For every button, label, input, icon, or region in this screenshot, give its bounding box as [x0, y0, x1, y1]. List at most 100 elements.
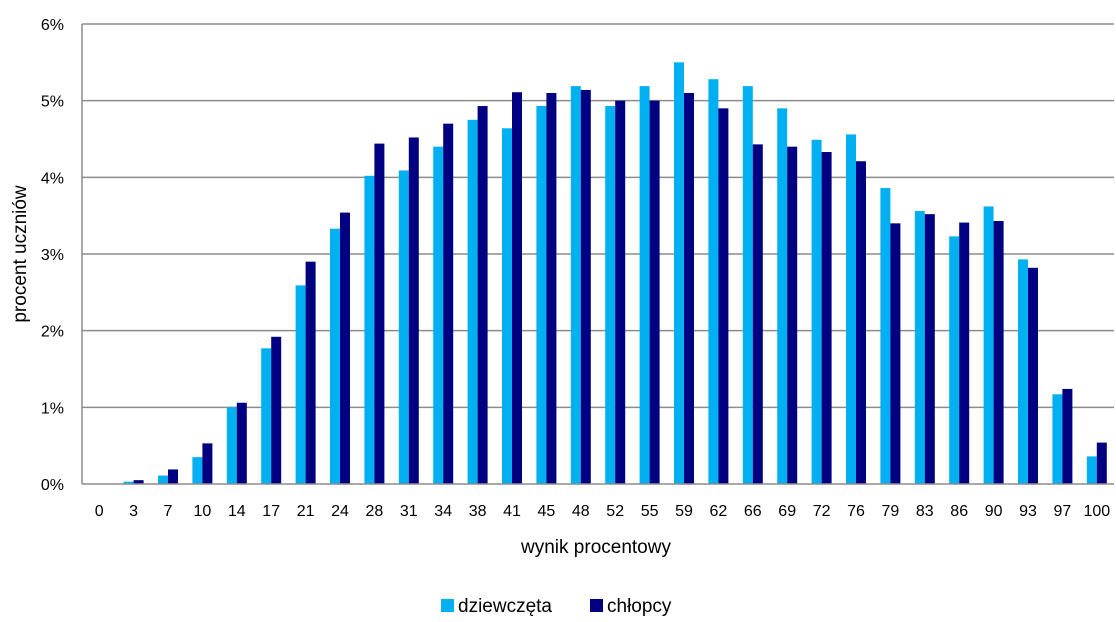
bars — [123, 62, 1107, 485]
x-tick-label: 28 — [366, 503, 384, 520]
x-tick-label: 41 — [503, 503, 521, 520]
x-tick-label: 97 — [1054, 503, 1072, 520]
x-tick-label: 86 — [950, 503, 968, 520]
bar-girls — [502, 128, 512, 484]
x-tick-label: 76 — [847, 503, 865, 520]
x-tick-label: 17 — [262, 503, 280, 520]
bar-girls — [364, 175, 375, 485]
bar-girls — [1052, 394, 1063, 484]
x-tick-label: 62 — [710, 503, 728, 520]
x-tick-label: 48 — [572, 503, 590, 520]
bar-girls — [949, 236, 960, 484]
x-tick-labels: 0 3 7 10 14 17 21 24 28 31 34 38 41 45 48 52 55 59 62 66 69 7… — [95, 503, 1110, 520]
bar-girls — [880, 188, 891, 485]
bar-girls — [398, 170, 409, 484]
y-tick-label: 4% — [41, 170, 64, 187]
x-tick-label: 0 — [95, 503, 104, 520]
x-tick-label: 79 — [882, 503, 900, 520]
bar-boys — [1096, 442, 1107, 484]
bar-boys — [615, 100, 626, 485]
x-tick-label: 93 — [1019, 503, 1037, 520]
legend: dziewczęta chłopcy — [441, 596, 672, 617]
y-tick-labels: 0% 1% 2% 3% 4% 5% 6% — [41, 17, 64, 494]
x-tick-label: 66 — [744, 503, 762, 520]
bar-boys — [890, 223, 901, 485]
bar-girls — [570, 86, 581, 484]
bar-boys — [408, 137, 419, 484]
bar-girls — [983, 206, 994, 484]
bar-boys — [821, 152, 832, 485]
legend-swatch-boys — [590, 599, 603, 612]
bar-girls — [708, 79, 719, 484]
x-tick-label: 24 — [331, 503, 349, 520]
x-tick-label: 31 — [400, 503, 418, 520]
bar-girls — [467, 119, 478, 484]
bar-boys — [271, 336, 282, 484]
x-tick-label: 34 — [434, 503, 452, 520]
bar-boys — [340, 212, 350, 484]
bar-boys — [443, 123, 454, 485]
bar-girls — [605, 106, 616, 485]
gridlines — [82, 23, 1114, 409]
bar-girls — [536, 106, 547, 485]
x-tick-label: 45 — [538, 503, 556, 520]
bar-boys — [649, 100, 660, 485]
bar-boys — [477, 106, 488, 485]
y-tick-label: 5% — [41, 94, 64, 111]
bar-girls — [777, 108, 788, 484]
y-tick-label: 2% — [41, 324, 64, 341]
x-tick-label: 100 — [1083, 503, 1110, 520]
bar-boys — [959, 222, 970, 485]
x-tick-label: 69 — [778, 503, 796, 520]
legend-label-boys: chłopcy — [607, 596, 672, 617]
y-tick-label: 0% — [41, 477, 64, 494]
bar-girls — [811, 139, 822, 484]
bar-boys — [924, 214, 935, 484]
bar-girls — [674, 62, 684, 484]
bar-girls — [433, 146, 444, 484]
bar-boys — [718, 108, 729, 484]
x-tick-label: 72 — [813, 503, 831, 520]
bar-girls — [295, 285, 306, 484]
bar-girls — [846, 134, 856, 484]
legend-swatch-girls — [441, 599, 454, 612]
bar-boys — [1028, 267, 1038, 484]
x-tick-label: 14 — [228, 503, 246, 520]
bar-boys — [787, 146, 798, 484]
bar-girls — [1018, 259, 1028, 484]
y-tick-label: 6% — [41, 17, 64, 34]
bar-boys — [512, 92, 522, 484]
axes — [81, 24, 1114, 485]
bar-boys — [236, 402, 247, 484]
bar-boys — [684, 93, 694, 484]
bar-girls — [123, 481, 134, 484]
x-tick-label: 38 — [469, 503, 487, 520]
bar-boys — [993, 221, 1004, 485]
bar-boys — [202, 443, 213, 484]
bar-girls — [639, 86, 650, 484]
x-tick-label: 55 — [641, 503, 659, 520]
y-axis-title: procent uczniów — [10, 185, 31, 323]
bar-boys — [133, 480, 144, 484]
bar-girls — [158, 475, 168, 484]
bar-boys — [374, 143, 385, 484]
bar-boys — [546, 93, 557, 484]
bar-boys — [305, 261, 316, 484]
x-tick-label: 3 — [129, 503, 138, 520]
x-tick-label: 10 — [194, 503, 212, 520]
bar-boys — [1062, 388, 1073, 484]
bar-boys — [856, 161, 866, 484]
x-tick-label: 52 — [606, 503, 624, 520]
x-tick-label: 59 — [675, 503, 693, 520]
bar-girls — [914, 211, 925, 485]
bar-girls — [192, 457, 203, 484]
x-tick-label: 21 — [297, 503, 315, 520]
x-axis-title: wynik procentowy — [520, 537, 671, 558]
x-tick-label: 7 — [164, 503, 173, 520]
bar-boys — [580, 89, 591, 484]
x-tick-label: 83 — [916, 503, 934, 520]
bar-girls — [742, 86, 753, 484]
x-tick-label: 90 — [985, 503, 1003, 520]
